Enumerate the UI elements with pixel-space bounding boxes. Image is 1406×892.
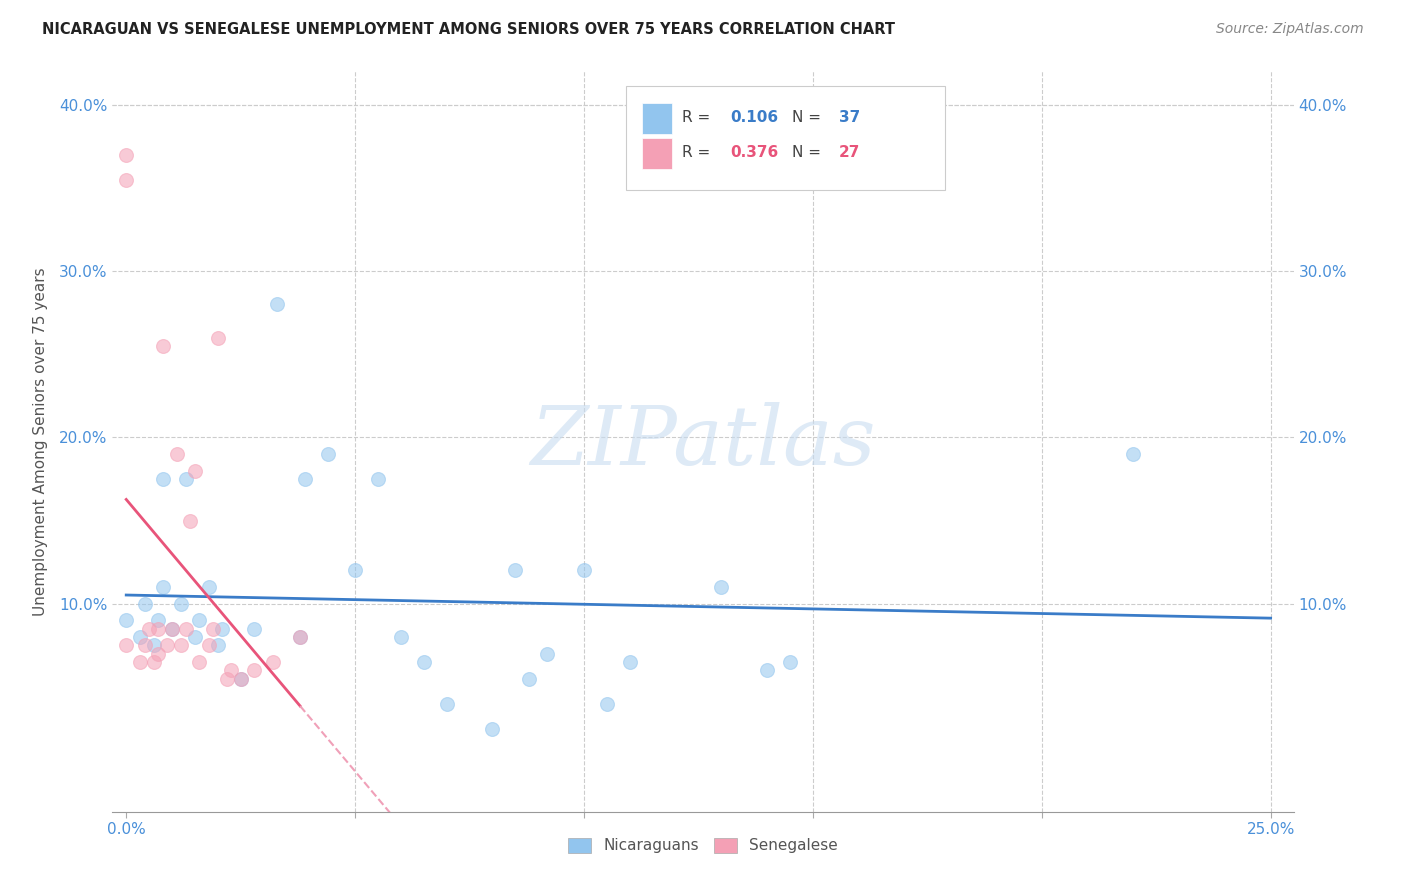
Point bbox=[229, 672, 252, 686]
Text: R =: R = bbox=[682, 110, 714, 125]
Point bbox=[266, 297, 288, 311]
Point bbox=[243, 622, 266, 636]
FancyBboxPatch shape bbox=[641, 103, 672, 135]
Point bbox=[156, 638, 179, 652]
Text: R =: R = bbox=[682, 145, 714, 161]
Text: 0.106: 0.106 bbox=[730, 110, 779, 125]
Point bbox=[115, 638, 138, 652]
Point bbox=[596, 697, 619, 711]
Point bbox=[115, 614, 138, 628]
Point bbox=[129, 655, 152, 669]
Legend: Nicaraguans, Senegalese: Nicaraguans, Senegalese bbox=[562, 831, 844, 860]
Text: 27: 27 bbox=[839, 145, 860, 161]
Point bbox=[115, 172, 138, 186]
Point bbox=[166, 447, 188, 461]
Point bbox=[115, 147, 138, 161]
Point bbox=[294, 472, 316, 486]
Point bbox=[619, 655, 641, 669]
Point bbox=[174, 472, 197, 486]
Point bbox=[536, 647, 558, 661]
Point bbox=[262, 655, 284, 669]
Point bbox=[207, 330, 229, 344]
Point bbox=[436, 697, 458, 711]
Text: NICARAGUAN VS SENEGALESE UNEMPLOYMENT AMONG SENIORS OVER 75 YEARS CORRELATION CH: NICARAGUAN VS SENEGALESE UNEMPLOYMENT AM… bbox=[42, 22, 896, 37]
Point bbox=[152, 339, 174, 353]
Point bbox=[316, 447, 339, 461]
Text: 37: 37 bbox=[839, 110, 860, 125]
FancyBboxPatch shape bbox=[626, 87, 945, 190]
Point bbox=[170, 638, 193, 652]
Point bbox=[148, 647, 170, 661]
Point bbox=[160, 622, 183, 636]
Point bbox=[243, 663, 266, 677]
Point bbox=[179, 514, 201, 528]
Point bbox=[221, 663, 243, 677]
Point bbox=[288, 630, 311, 644]
Point bbox=[188, 655, 211, 669]
Point bbox=[756, 663, 779, 677]
FancyBboxPatch shape bbox=[641, 138, 672, 169]
Point bbox=[170, 597, 193, 611]
Point bbox=[288, 630, 311, 644]
Point bbox=[184, 630, 207, 644]
Text: N =: N = bbox=[792, 145, 825, 161]
Point bbox=[184, 464, 207, 478]
Text: Source: ZipAtlas.com: Source: ZipAtlas.com bbox=[1216, 22, 1364, 37]
Point bbox=[572, 564, 595, 578]
Point bbox=[1122, 447, 1144, 461]
Point bbox=[148, 614, 170, 628]
Point bbox=[344, 564, 367, 578]
Text: N =: N = bbox=[792, 110, 825, 125]
Point bbox=[211, 622, 233, 636]
Point bbox=[710, 580, 733, 594]
Point bbox=[160, 622, 183, 636]
Point bbox=[412, 655, 434, 669]
Point bbox=[505, 564, 527, 578]
Y-axis label: Unemployment Among Seniors over 75 years: Unemployment Among Seniors over 75 years bbox=[32, 268, 48, 615]
Point bbox=[207, 638, 229, 652]
Point bbox=[215, 672, 238, 686]
Point bbox=[389, 630, 412, 644]
Point bbox=[142, 655, 165, 669]
Text: 0.376: 0.376 bbox=[730, 145, 779, 161]
Point bbox=[142, 638, 165, 652]
Point bbox=[197, 638, 219, 652]
Point bbox=[152, 580, 174, 594]
Point bbox=[134, 638, 156, 652]
Point bbox=[188, 614, 211, 628]
Point bbox=[197, 580, 219, 594]
Point bbox=[481, 722, 503, 736]
Text: ZIPatlas: ZIPatlas bbox=[530, 401, 876, 482]
Point bbox=[134, 597, 156, 611]
Point bbox=[202, 622, 225, 636]
Point bbox=[174, 622, 197, 636]
Point bbox=[148, 622, 170, 636]
Point bbox=[229, 672, 252, 686]
Point bbox=[517, 672, 540, 686]
Point bbox=[129, 630, 152, 644]
Point bbox=[138, 622, 160, 636]
Point bbox=[152, 472, 174, 486]
Point bbox=[779, 655, 801, 669]
Point bbox=[367, 472, 389, 486]
